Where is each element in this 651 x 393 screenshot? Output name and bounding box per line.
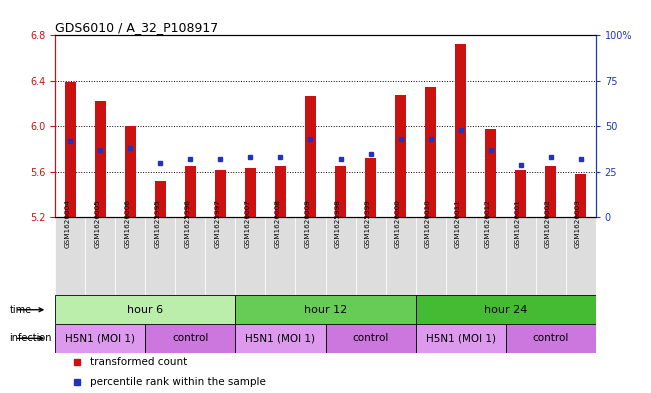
Bar — [155, 181, 165, 217]
Bar — [506, 217, 536, 296]
Bar — [326, 217, 355, 296]
Text: transformed count: transformed count — [90, 357, 187, 367]
Text: GSM1626012: GSM1626012 — [484, 199, 491, 248]
Bar — [296, 217, 326, 296]
Bar — [326, 324, 415, 353]
Bar — [55, 296, 236, 324]
Bar — [335, 166, 346, 217]
Bar — [55, 217, 85, 296]
Text: GSM1625995: GSM1625995 — [154, 199, 160, 248]
Bar — [415, 217, 445, 296]
Text: control: control — [533, 333, 569, 343]
Text: hour 12: hour 12 — [304, 305, 347, 315]
Bar — [506, 324, 596, 353]
Text: GSM1626007: GSM1626007 — [245, 199, 251, 248]
Bar — [575, 174, 586, 217]
Bar — [566, 217, 596, 296]
Text: H5N1 (MOI 1): H5N1 (MOI 1) — [426, 333, 495, 343]
Text: GSM1626008: GSM1626008 — [275, 199, 281, 248]
Text: GSM1625996: GSM1625996 — [184, 199, 191, 248]
Bar — [415, 296, 596, 324]
Bar — [236, 296, 415, 324]
Bar — [546, 166, 556, 217]
Bar — [385, 217, 415, 296]
Text: GSM1626003: GSM1626003 — [575, 199, 581, 248]
Bar — [215, 170, 226, 217]
Bar — [245, 169, 256, 217]
Bar — [486, 129, 496, 217]
Text: H5N1 (MOI 1): H5N1 (MOI 1) — [245, 333, 316, 343]
Text: GSM1625997: GSM1625997 — [214, 199, 221, 248]
Bar — [175, 217, 206, 296]
Bar — [425, 86, 436, 217]
Text: time: time — [9, 305, 31, 315]
Bar — [445, 217, 476, 296]
Text: GSM1626000: GSM1626000 — [395, 199, 400, 248]
Bar — [145, 217, 175, 296]
Bar — [305, 95, 316, 217]
Bar — [415, 324, 506, 353]
Bar — [65, 82, 76, 217]
Bar — [395, 95, 406, 217]
Bar — [55, 324, 145, 353]
Bar — [355, 217, 385, 296]
Bar — [145, 324, 236, 353]
Text: GSM1626006: GSM1626006 — [124, 199, 130, 248]
Bar — [365, 158, 376, 217]
Bar — [275, 166, 286, 217]
Text: GSM1625999: GSM1625999 — [365, 199, 370, 248]
Text: percentile rank within the sample: percentile rank within the sample — [90, 377, 266, 387]
Text: GSM1626001: GSM1626001 — [515, 199, 521, 248]
Bar — [95, 101, 105, 217]
Text: GSM1626002: GSM1626002 — [545, 199, 551, 248]
Bar — [236, 217, 266, 296]
Bar — [85, 217, 115, 296]
Text: GSM1626011: GSM1626011 — [454, 199, 461, 248]
Bar — [236, 324, 326, 353]
Text: hour 24: hour 24 — [484, 305, 527, 315]
Text: hour 6: hour 6 — [128, 305, 163, 315]
Text: control: control — [173, 333, 208, 343]
Text: GSM1626004: GSM1626004 — [64, 199, 70, 248]
Text: H5N1 (MOI 1): H5N1 (MOI 1) — [65, 333, 135, 343]
Bar — [516, 170, 526, 217]
Bar — [115, 217, 145, 296]
Bar — [536, 217, 566, 296]
Text: GSM1626005: GSM1626005 — [94, 199, 100, 248]
Text: GSM1626010: GSM1626010 — [424, 199, 430, 248]
Text: GSM1626009: GSM1626009 — [305, 199, 311, 248]
Text: infection: infection — [9, 333, 52, 343]
Bar — [125, 127, 135, 217]
Bar — [206, 217, 236, 296]
Bar — [455, 44, 466, 217]
Text: GSM1625998: GSM1625998 — [335, 199, 340, 248]
Text: control: control — [352, 333, 389, 343]
Text: GDS6010 / A_32_P108917: GDS6010 / A_32_P108917 — [55, 21, 219, 34]
Bar — [185, 166, 196, 217]
Bar — [476, 217, 506, 296]
Bar — [266, 217, 296, 296]
